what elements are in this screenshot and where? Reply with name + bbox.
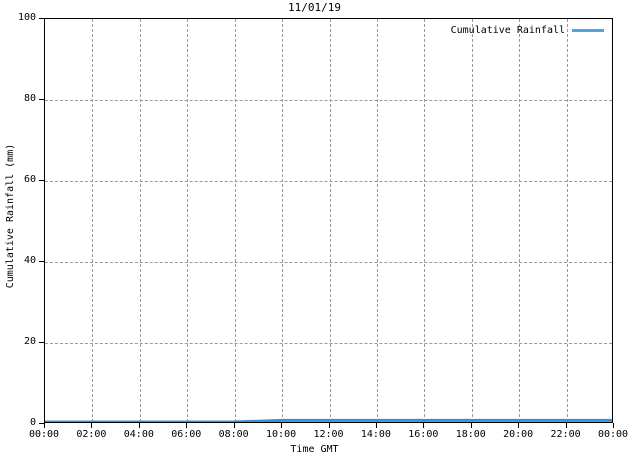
chart-title: 11/01/19 — [288, 1, 341, 14]
gridline-vertical — [471, 19, 473, 422]
y-tick-label: 100 — [17, 12, 36, 23]
y-axis-title: Cumulative Rainfall (mm) — [5, 143, 16, 289]
y-tick-mark — [39, 342, 44, 343]
x-tick-mark — [565, 423, 567, 428]
gridline-vertical — [329, 19, 331, 422]
x-tick-label: 12:00 — [313, 429, 344, 440]
x-tick-mark — [613, 423, 614, 428]
gridline-vertical — [519, 19, 521, 422]
gridline-vertical — [282, 19, 284, 422]
x-tick-mark — [91, 423, 93, 428]
y-tick-mark — [39, 261, 44, 262]
series-cumulative-rainfall — [45, 19, 612, 422]
x-tick-mark — [423, 423, 425, 428]
x-tick-mark — [470, 423, 472, 428]
y-tick-label: 60 — [23, 174, 36, 185]
y-tick-mark — [39, 423, 44, 424]
x-tick-mark — [328, 423, 330, 428]
x-tick-label: 16:00 — [408, 429, 439, 440]
x-tick-mark — [518, 423, 520, 428]
x-tick-mark — [233, 423, 235, 428]
x-tick-label: 14:00 — [360, 429, 391, 440]
gridline-vertical — [234, 19, 236, 422]
gridline-vertical — [376, 19, 378, 422]
gridline-horizontal — [45, 100, 612, 101]
y-tick-mark — [39, 180, 44, 181]
y-tick-label: 0 — [29, 417, 36, 428]
y-tick-mark — [39, 18, 44, 19]
x-tick-label: 00:00 — [597, 429, 629, 440]
x-tick-label: 20:00 — [503, 429, 534, 440]
y-tick-mark — [39, 99, 44, 100]
x-tick-label: 02:00 — [76, 429, 107, 440]
legend-item-label: Cumulative Rainfall — [450, 25, 565, 36]
y-tick-label: 20 — [23, 336, 36, 347]
x-tick-mark — [281, 423, 283, 428]
x-tick-label: 18:00 — [455, 429, 486, 440]
x-axis-title: Time GMT — [290, 444, 339, 455]
x-tick-label: 08:00 — [218, 429, 249, 440]
x-tick-mark — [375, 423, 377, 428]
x-tick-label: 06:00 — [171, 429, 202, 440]
x-tick-mark — [44, 423, 45, 428]
x-tick-label: 04:00 — [123, 429, 154, 440]
gridline-vertical — [139, 19, 141, 422]
x-tick-label: 10:00 — [266, 429, 297, 440]
gridline-vertical — [187, 19, 189, 422]
gridline-vertical — [566, 19, 568, 422]
gridline-horizontal — [45, 343, 612, 344]
gridline-vertical — [92, 19, 94, 422]
y-tick-label: 80 — [23, 93, 36, 104]
plot-area: Cumulative Rainfall — [44, 18, 613, 423]
y-tick-label: 40 — [23, 255, 36, 266]
x-tick-label: 00:00 — [28, 429, 60, 440]
x-tick-mark — [186, 423, 188, 428]
x-tick-mark — [138, 423, 140, 428]
legend-line-swatch — [572, 29, 604, 32]
legend: Cumulative Rainfall — [451, 25, 604, 36]
gridline-horizontal — [45, 262, 612, 263]
x-tick-label: 22:00 — [550, 429, 581, 440]
gridline-horizontal — [45, 181, 612, 182]
gridline-vertical — [424, 19, 426, 422]
